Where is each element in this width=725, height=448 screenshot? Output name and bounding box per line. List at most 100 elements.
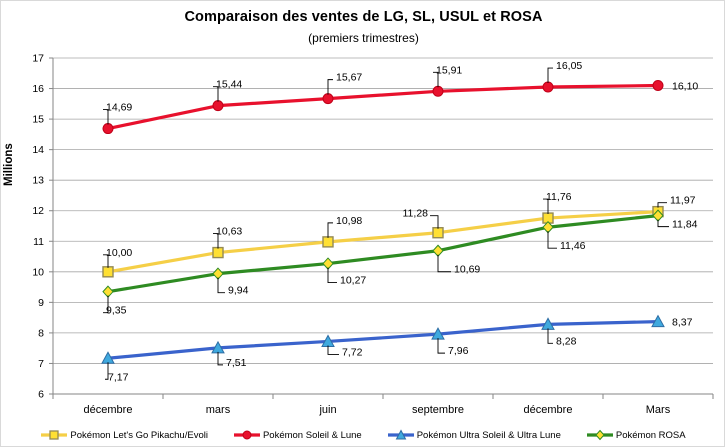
legend-marker-icon: [233, 430, 260, 440]
label-leader-line: [547, 328, 553, 344]
legend-marker-icon: [41, 430, 68, 440]
series-3: 9,35 9,94 10,27 10,69 11,46 11,84: [102, 209, 698, 317]
data-point-marker: [212, 267, 224, 280]
label-leader-line: [437, 338, 445, 354]
y-tick-label: 13: [32, 175, 44, 187]
chart-legend: Pokémon Let's Go Pikachu/Evoli Pokémon So…: [1, 429, 725, 441]
label-leader-line: [327, 345, 339, 355]
y-tick-label: 16: [32, 83, 44, 95]
legend-label: Pokémon Soleil & Lune: [262, 429, 362, 441]
data-point-label: 15,91: [436, 64, 462, 76]
legend-label: Pokémon ROSA: [615, 429, 686, 441]
data-point-marker: [432, 85, 444, 97]
legend-item-0[interactable]: Pokémon Let's Go Pikachu/Evoli: [41, 429, 208, 441]
data-point-label: 8,28: [556, 335, 577, 347]
label-leader-line: [103, 295, 109, 314]
data-point-label: 8,37: [672, 317, 693, 329]
y-tick-label: 9: [38, 297, 44, 309]
legend-label: Pokémon Let's Go Pikachu/Evoli: [70, 429, 208, 441]
x-tick-label: juin: [318, 404, 336, 416]
label-leader-line: [213, 233, 219, 249]
data-point-label: 10,00: [106, 247, 132, 259]
label-leader-line: [327, 267, 337, 284]
series-line: [106, 210, 660, 274]
data-point-label: 7,96: [448, 345, 469, 357]
label-leader-line: [657, 219, 669, 228]
data-point-marker: [212, 100, 224, 112]
data-point-marker: [102, 123, 114, 135]
series-0: 10,00 10,63 10,98 11,28 11,76 11,97: [102, 191, 696, 278]
x-tick-label: Mars: [646, 404, 671, 416]
legend-label: Pokémon Ultra Soleil & Ultra Lune: [416, 429, 561, 441]
data-point-label: 7,72: [342, 346, 363, 358]
data-point-label: 14,69: [106, 102, 132, 114]
data-point-label: 7,17: [108, 371, 129, 383]
label-leader-line: [213, 86, 219, 102]
label-leader-line: [327, 79, 333, 95]
y-tick-label: 10: [32, 266, 44, 278]
series-2: 7,17 7,51 7,72 7,96 8,28 8,37: [101, 314, 693, 383]
legend-item-2[interactable]: Pokémon Ultra Soleil & Ultra Lune: [387, 429, 561, 441]
y-tick-label: 7: [38, 358, 44, 370]
label-leader-line: [433, 71, 439, 88]
data-point-label: 11,46: [560, 240, 586, 252]
y-tick-label: 8: [38, 327, 44, 339]
data-point-label: 15,44: [216, 79, 242, 91]
data-point-label: 11,28: [403, 208, 429, 220]
data-point-marker: [102, 285, 114, 298]
label-leader-line: [103, 109, 109, 125]
label-leader-line: [217, 277, 225, 294]
label-leader-line: [543, 198, 549, 215]
series-line: [106, 214, 660, 294]
label-leader-line: [327, 222, 333, 238]
y-tick-label: 6: [38, 389, 44, 401]
data-point-label: 9,35: [106, 305, 127, 317]
label-leader-line: [437, 254, 451, 273]
y-tick-label: 14: [32, 144, 44, 156]
data-point-label: 10,27: [340, 275, 366, 287]
data-point-marker: [432, 227, 444, 239]
x-tick-label: septembre: [412, 404, 464, 416]
label-leader-line: [547, 67, 553, 84]
data-point-marker: [102, 266, 114, 278]
label-leader-line: [430, 215, 439, 229]
x-tick-label: décembre: [84, 404, 133, 416]
data-point-marker: [322, 236, 334, 248]
chart-title: Comparaison des ventes de LG, SL, USUL e…: [184, 9, 543, 25]
data-point-label: 11,76: [546, 191, 572, 203]
data-point-label: 15,67: [336, 72, 362, 84]
data-point-label: 10,69: [454, 264, 480, 276]
data-point-label: 16,10: [672, 80, 698, 92]
series-line: [106, 83, 660, 131]
label-leader-line: [105, 362, 109, 380]
legend-item-3[interactable]: Pokémon ROSA: [586, 429, 686, 441]
legend-marker-icon: [586, 429, 613, 441]
data-point-marker: [322, 257, 334, 270]
data-point-label: 11,84: [672, 219, 698, 231]
data-point-label: 7,51: [226, 357, 247, 369]
x-tick-label: mars: [206, 404, 231, 416]
data-point-marker: [652, 79, 664, 91]
series-line: [106, 320, 660, 360]
legend-marker-icon: [387, 429, 414, 440]
data-point-marker: [542, 81, 554, 93]
y-tick-label: 15: [32, 114, 44, 126]
data-point-label: 10,98: [336, 215, 362, 227]
y-tick-label: 17: [32, 53, 44, 65]
label-leader-line: [547, 231, 557, 249]
y-tick-label: 12: [32, 205, 44, 217]
label-leader-line: [657, 202, 667, 208]
chart-subtitle: (premiers trimestres): [308, 31, 419, 45]
data-point-label: 9,94: [228, 285, 249, 297]
x-tick-label: décembre: [524, 404, 573, 416]
data-point-label: 11,97: [670, 195, 696, 207]
series-1: 14,69 15,44 15,67 15,91 16,05 16,10: [102, 60, 698, 135]
legend-item-1[interactable]: Pokémon Soleil & Lune: [233, 429, 362, 441]
data-point-marker: [432, 244, 444, 257]
label-leader-line: [217, 351, 223, 366]
data-point-label: 16,05: [556, 60, 582, 72]
y-tick-label: 11: [33, 236, 44, 248]
data-point-label: 10,63: [216, 226, 242, 238]
